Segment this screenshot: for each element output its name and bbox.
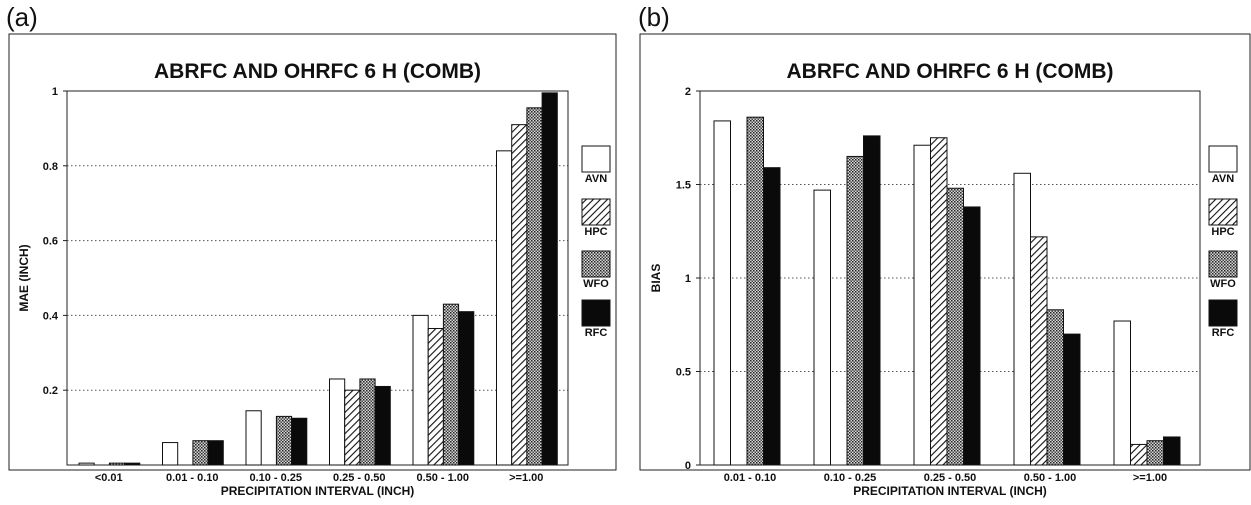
x-tick-label: 0.50 - 1.00 [416, 472, 469, 484]
bar-avn [1013, 172, 1031, 466]
legend-label-rfc: RFC [585, 327, 608, 339]
y-tick-label: 1 [52, 86, 58, 98]
panel-frame [639, 33, 1251, 471]
bar-avn [813, 189, 831, 466]
bar-avn [78, 462, 95, 466]
y-tick-label: 2 [685, 86, 691, 98]
legend-swatch-wfo [581, 250, 611, 278]
bar-wfo [1046, 309, 1064, 466]
x-tick-label: 0.01 - 0.10 [724, 472, 777, 484]
y-tick-label: 0 [685, 460, 691, 472]
panel-label-b: (b) [638, 2, 670, 32]
legend-swatch-avn [1208, 145, 1238, 173]
bar-wfo [275, 415, 293, 466]
bar-rfc [458, 311, 475, 466]
bar-wfo [192, 440, 209, 466]
bar-rfc [1063, 333, 1081, 466]
bar-wfo [108, 462, 126, 466]
legend-label-wfo: WFO [1210, 278, 1236, 290]
chart-a: ABRFC AND OHRFC 6 H (COMB) 0.2 0.4 0.6 0.8 1 <… [8, 33, 617, 498]
bar-wfo [359, 378, 376, 466]
bar-hpc [344, 389, 361, 466]
legend-swatch-hpc [1208, 198, 1238, 226]
bar-rfc [124, 462, 141, 466]
x-tick-label: 0.10 - 0.25 [249, 472, 302, 484]
legend-swatch-hpc [581, 198, 611, 226]
bar-avn [496, 150, 513, 466]
bar-wfo [746, 116, 764, 466]
legend-label-rfc: RFC [1212, 327, 1235, 339]
x-tick-label: <0.01 [95, 472, 123, 484]
legend-swatch-rfc [581, 299, 611, 327]
bar-avn [162, 442, 179, 466]
bar-rfc [1163, 436, 1181, 466]
y-axis-label: MAE (INCH) [17, 244, 31, 311]
bar-avn [1113, 320, 1131, 466]
x-axis-label: PRECIPITATION INTERVAL (INCH) [853, 484, 1047, 498]
bar-rfc [207, 440, 224, 466]
plot-area [66, 90, 569, 466]
bar-avn [913, 144, 931, 466]
x-axis-label: PRECIPITATION INTERVAL (INCH) [221, 484, 415, 498]
x-tick-label: >=1.00 [1133, 472, 1167, 484]
y-axis-label: BIAS [649, 264, 663, 293]
x-tick-label: 0.25 - 0.50 [924, 472, 977, 484]
bar-rfc [541, 92, 558, 466]
bar-rfc [863, 135, 881, 466]
bar-hpc [511, 124, 528, 466]
bar-wfo [846, 155, 864, 466]
legend-label-hpc: HPC [1211, 226, 1234, 238]
bar-hpc [427, 327, 444, 466]
y-tick-label: 0.2 [43, 385, 58, 397]
y-tick-label: 0.5 [676, 367, 691, 379]
bar-wfo [1146, 440, 1164, 466]
bar-wfo [946, 187, 964, 466]
bar-rfc [963, 206, 981, 466]
bar-wfo [442, 303, 460, 466]
bar-hpc [1130, 443, 1148, 466]
y-tick-label: 0.4 [43, 310, 59, 322]
panel-label-a: (a) [6, 2, 38, 32]
bar-rfc [291, 417, 308, 466]
x-tick-label: >=1.00 [509, 472, 543, 484]
panel-frame [8, 33, 617, 471]
bar-avn [329, 378, 346, 466]
bar-avn [245, 410, 262, 466]
legend-label-wfo: WFO [583, 278, 609, 290]
y-tick-label: 1.5 [676, 180, 691, 192]
y-tick-label: 0.6 [43, 236, 58, 248]
bar-hpc [930, 137, 948, 466]
legend-swatch-wfo [1208, 250, 1238, 278]
y-tick-label: 0.8 [43, 161, 58, 173]
legend-label-hpc: HPC [584, 226, 607, 238]
bar-rfc [374, 385, 391, 466]
chart-title: ABRFC AND OHRFC 6 H (COMB) [154, 60, 481, 83]
bar-wfo [526, 107, 543, 466]
legend-label-avn: AVN [1212, 173, 1234, 185]
legend-swatch-avn [581, 145, 611, 173]
y-tick-label: 1 [685, 273, 691, 285]
bar-hpc [1030, 236, 1048, 466]
chart-b: ABRFC AND OHRFC 6 H (COMB) 0 0.5 1 1.5 2 0.01 … [639, 33, 1251, 498]
bar-rfc [763, 167, 781, 466]
x-tick-label: 0.25 - 0.50 [333, 472, 386, 484]
chart-title: ABRFC AND OHRFC 6 H (COMB) [786, 60, 1113, 83]
x-tick-label: 0.10 - 0.25 [824, 472, 877, 484]
bar-avn [713, 120, 731, 466]
x-tick-label: 0.50 - 1.00 [1024, 472, 1077, 484]
legend-label-avn: AVN [585, 173, 607, 185]
bar-avn [412, 314, 429, 466]
legend-swatch-rfc [1208, 299, 1238, 327]
x-tick-label: 0.01 - 0.10 [166, 472, 219, 484]
